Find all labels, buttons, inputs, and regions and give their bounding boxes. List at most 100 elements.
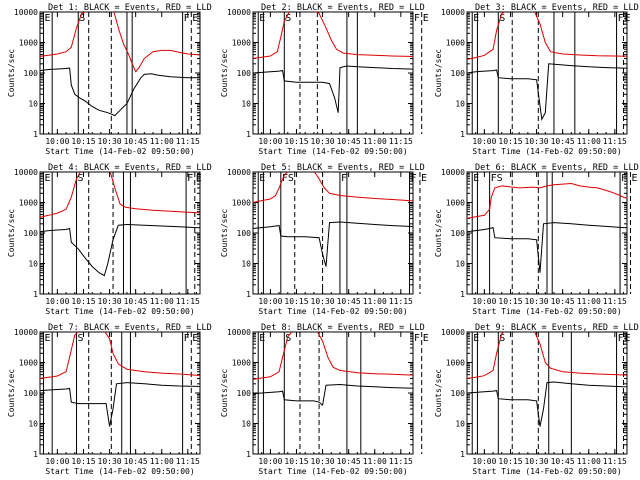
lld-series-line: [40, 172, 200, 218]
plot-frame: [252, 331, 414, 455]
interval-marker-label: F: [411, 173, 417, 184]
x-tick-label: 10:00: [45, 137, 69, 146]
x-tick-label: 11:00: [150, 297, 174, 306]
y-axis-label: Counts/sec: [434, 209, 443, 257]
x-tick-label: 11:00: [577, 137, 601, 146]
x-tick-label: 10:45: [551, 137, 575, 146]
x-tick-label: 10:00: [45, 457, 69, 466]
x-tick-label: 11:15: [176, 457, 200, 466]
interval-marker-label: F: [187, 173, 193, 184]
lld-series-line: [253, 12, 413, 59]
x-tick-label: 11:15: [603, 457, 627, 466]
x-tick-label: 10:30: [311, 457, 335, 466]
panel-title: Det 3: BLACK = Events, RED = LLD: [475, 3, 639, 13]
y-tick-label: 10: [455, 260, 465, 269]
x-tick-label: 10:15: [498, 457, 522, 466]
y-tick-label: 1000: [446, 39, 465, 48]
y-tick-label: 1000: [446, 199, 465, 208]
y-tick-label: 1000: [19, 39, 38, 48]
lld-series-line: [467, 12, 627, 60]
y-axis-label: Counts/sec: [434, 369, 443, 417]
y-tick-label: 10000: [14, 328, 38, 337]
y-tick-label: 10000: [227, 328, 251, 337]
y-tick-label: 10: [241, 100, 251, 109]
interval-marker-label: F: [184, 13, 190, 24]
detector-panel: Det 1: BLACK = Events, RED = LLD 1 10 100 10…: [7, 3, 212, 156]
interval-marker-label: F: [341, 173, 347, 184]
x-tick-label: 11:15: [389, 137, 413, 146]
y-tick-label: 100: [237, 389, 252, 398]
x-tick-label: 10:00: [472, 457, 496, 466]
y-axis-label: Counts/sec: [7, 49, 16, 97]
interval-marker-label: E: [473, 13, 479, 24]
detector-panel: Det 6: BLACK = Events, RED = LLD 1 10 100 10…: [434, 163, 639, 316]
y-tick-label: 1000: [232, 199, 251, 208]
interval-marker-label: E: [473, 333, 479, 344]
y-tick-label: 100: [24, 69, 39, 78]
x-tick-label: 10:45: [124, 297, 148, 306]
detector-panel: Det 9: BLACK = Events, RED = LLD 1 10 100 10…: [434, 323, 639, 476]
events-series-line: [40, 67, 200, 117]
y-tick-label: 100: [24, 389, 39, 398]
interval-marker-label: E: [192, 333, 198, 344]
interval-marker-label: E: [625, 333, 631, 344]
y-tick-label: 10000: [14, 168, 38, 177]
panel-title: Det 7: BLACK = Events, RED = LLD: [48, 323, 212, 333]
x-tick-label: 10:15: [71, 297, 95, 306]
y-tick-label: 10000: [227, 8, 251, 17]
y-axis-label: Counts/sec: [7, 209, 16, 257]
interval-marker-label: E: [421, 173, 427, 184]
plot-frame: [39, 171, 201, 295]
interval-marker-label: S: [499, 333, 505, 344]
y-axis-label: Counts/sec: [220, 369, 229, 417]
detector-panel: Det 7: BLACK = Events, RED = LLD 1 10 100 10…: [7, 323, 212, 476]
interval-marker-label: E: [259, 13, 265, 24]
lld-series-line: [40, 12, 200, 73]
plot-frame: [39, 331, 201, 455]
y-tick-label: 100: [451, 229, 466, 238]
interval-marker-label: S: [499, 13, 505, 24]
y-axis-label: Counts/sec: [220, 49, 229, 97]
lld-series-line: [253, 172, 413, 203]
events-series-line: [40, 223, 200, 277]
y-axis-label: Counts/sec: [7, 369, 16, 417]
plot-frame: [39, 11, 201, 135]
x-tick-label: 10:30: [311, 297, 335, 306]
x-tick-label: 11:15: [389, 457, 413, 466]
interval-marker-label: F: [621, 173, 627, 184]
x-axis-label: Start Time (14-Feb-02 09:50:00): [258, 307, 407, 316]
x-tick-label: 10:15: [498, 137, 522, 146]
y-tick-label: 1000: [446, 359, 465, 368]
x-tick-label: 10:00: [258, 297, 282, 306]
interval-marker-label: E: [192, 13, 198, 24]
y-tick-label: 10000: [441, 168, 465, 177]
x-tick-label: 11:00: [363, 457, 387, 466]
detector-panel: Det 5: BLACK = Events, RED = LLD 1 10 100 10…: [220, 163, 427, 316]
events-series-line: [467, 63, 627, 122]
x-tick-label: 10:30: [98, 297, 122, 306]
x-tick-label: 10:30: [525, 137, 549, 146]
lld-series-line: [467, 332, 627, 379]
x-tick-label: 10:45: [124, 457, 148, 466]
plot-frame: [466, 11, 628, 135]
x-tick-label: 11:00: [577, 297, 601, 306]
events-series-line: [253, 65, 413, 113]
interval-marker-label: S: [78, 333, 84, 344]
x-tick-label: 10:45: [124, 137, 148, 146]
x-tick-label: 11:00: [363, 297, 387, 306]
x-tick-label: 10:15: [284, 137, 308, 146]
interval-marker-label: E: [259, 173, 265, 184]
x-axis-label: Start Time (14-Feb-02 09:50:00): [45, 147, 194, 156]
y-tick-label: 1: [246, 130, 251, 139]
interval-marker-label: FS: [491, 173, 503, 184]
panel-title: Det 5: BLACK = Events, RED = LLD: [261, 163, 425, 173]
x-tick-label: 10:45: [337, 457, 361, 466]
y-tick-label: 1: [33, 130, 38, 139]
y-tick-label: 10: [28, 420, 38, 429]
x-tick-label: 10:30: [98, 457, 122, 466]
y-tick-label: 10: [241, 420, 251, 429]
x-tick-label: 10:45: [337, 137, 361, 146]
x-tick-label: 10:30: [525, 297, 549, 306]
y-tick-label: 1: [460, 450, 465, 459]
detector-panel: Det 4: BLACK = Events, RED = LLD 1 10 100 10…: [7, 163, 212, 316]
